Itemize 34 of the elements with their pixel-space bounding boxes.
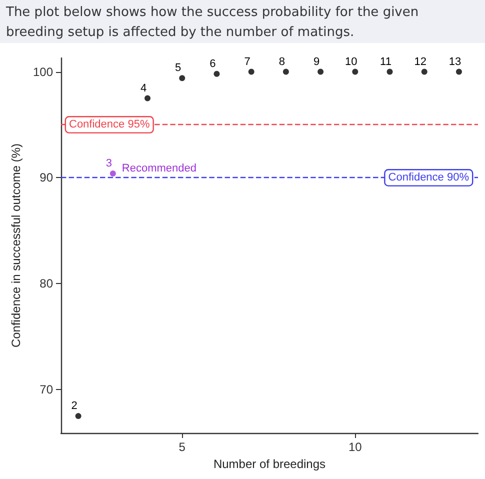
point [110, 170, 116, 176]
point [456, 68, 462, 75]
ref-line-label: Confidence 95% [69, 118, 150, 131]
annotation: 5 [175, 62, 182, 74]
annotation: 10 [345, 56, 358, 68]
chart-title: The plot below shows how the success probability for the given breeding setup is affected by the number of matings. [0, 0, 485, 43]
y-tick-label: 80 [40, 276, 54, 291]
point [352, 68, 358, 75]
point [421, 68, 428, 75]
annotation: 11 [380, 56, 392, 68]
point [282, 68, 289, 75]
annotation: 6 [210, 58, 216, 70]
point [386, 68, 393, 75]
annotation: 9 [313, 56, 320, 68]
y-axis-title: Confidence in successful outcome (%) [9, 143, 24, 348]
annotation: 12 [414, 56, 426, 68]
y-tick-label: 70 [40, 382, 54, 397]
ref-line-label: Confidence 90% [388, 172, 470, 184]
point [248, 68, 254, 75]
point [214, 70, 220, 77]
annotation: Recommended [122, 162, 196, 174]
point [318, 68, 324, 75]
y-tick-label: 100 [32, 64, 54, 79]
point [75, 413, 82, 420]
annotation: 4 [140, 82, 147, 94]
annotation: 2 [71, 400, 78, 412]
annotation: 13 [448, 56, 462, 68]
point [179, 75, 186, 82]
annotation: 7 [244, 56, 250, 68]
y-tick-label: 90 [40, 170, 54, 185]
x-axis-title: Number of breedings [213, 456, 326, 471]
point [144, 95, 151, 102]
annotation: 3 [106, 157, 112, 170]
annotation: 8 [278, 56, 285, 68]
